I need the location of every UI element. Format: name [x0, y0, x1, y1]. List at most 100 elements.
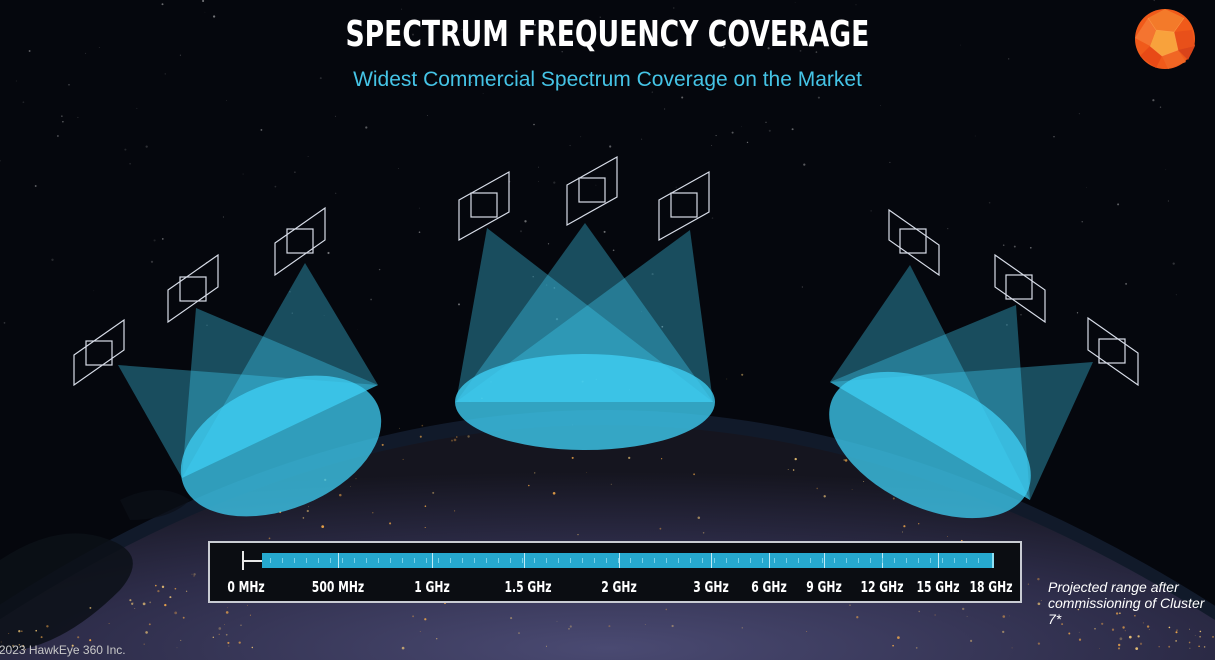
star: [61, 115, 63, 117]
star: [15, 80, 17, 82]
city-light: [225, 633, 228, 636]
city-light: [182, 616, 185, 619]
city-light: [456, 436, 458, 438]
scale-tick: [711, 553, 712, 568]
scale-minor-tick: [498, 558, 499, 563]
scale-minor-tick: [642, 558, 643, 563]
star: [612, 249, 615, 252]
city-light: [518, 632, 520, 635]
star: [603, 230, 606, 233]
star: [226, 99, 227, 101]
star: [731, 131, 734, 134]
star: [378, 268, 381, 271]
city-light: [89, 639, 92, 642]
city-light: [970, 639, 973, 642]
geodesic-sphere-logo-icon: [1135, 9, 1195, 69]
scale-minor-tick: [774, 558, 775, 563]
star: [988, 201, 991, 204]
city-light: [844, 459, 848, 462]
star: [335, 192, 337, 194]
city-light: [1148, 628, 1151, 631]
star: [370, 298, 372, 301]
city-light: [918, 610, 920, 613]
scale-minor-tick: [450, 558, 451, 563]
city-light: [792, 469, 795, 471]
scale-tick-label: 2 GHz: [601, 578, 637, 596]
city-light: [129, 599, 132, 602]
city-light: [568, 628, 570, 630]
scale-minor-tick: [726, 558, 727, 563]
star: [794, 2, 796, 3]
page-title: SPECTRUM FREQUENCY COVERAGE: [345, 14, 870, 55]
star: [599, 16, 601, 18]
city-light: [389, 522, 392, 525]
star: [418, 207, 420, 209]
city-light: [1011, 647, 1013, 649]
city-light: [134, 608, 136, 609]
city-light: [527, 484, 530, 487]
city-light: [22, 649, 24, 651]
scale-minor-tick: [954, 558, 955, 563]
city-light: [435, 637, 438, 640]
city-light: [856, 616, 859, 619]
scale-minor-tick: [438, 558, 439, 563]
scale-tick-label: 500 MHz: [311, 578, 365, 596]
city-light: [644, 624, 646, 625]
star: [651, 91, 653, 93]
city-light: [218, 627, 222, 630]
city-light: [1099, 648, 1100, 649]
city-light: [143, 643, 145, 645]
city-light: [227, 641, 230, 644]
city-light: [180, 639, 182, 641]
star: [664, 108, 666, 110]
scale-minor-tick: [534, 558, 535, 563]
copyright: ©2023 HawkEye 360 Inc.: [0, 643, 126, 657]
city-light: [1134, 615, 1136, 617]
city-light: [402, 458, 404, 460]
star: [294, 171, 296, 174]
star: [164, 73, 167, 75]
city-light: [142, 602, 146, 606]
scale-minor-tick: [546, 558, 547, 563]
city-light: [155, 584, 157, 587]
city-light: [419, 631, 421, 632]
city-light: [1168, 626, 1171, 629]
city-light: [741, 627, 743, 629]
city-light: [218, 633, 220, 635]
star: [545, 284, 548, 286]
star: [801, 286, 803, 288]
scale-minor-tick: [486, 558, 487, 563]
scale-minor-tick: [582, 558, 583, 563]
star: [524, 220, 527, 223]
star: [161, 3, 164, 6]
scale-tick-label: 1.5 GHz: [504, 578, 552, 596]
city-light: [586, 472, 588, 473]
city-light: [823, 495, 826, 498]
star: [768, 129, 771, 132]
city-light: [1078, 638, 1082, 641]
scale-tick: [769, 553, 770, 568]
star: [93, 290, 95, 292]
star: [77, 116, 79, 118]
star: [580, 136, 582, 138]
scale-minor-tick: [342, 558, 343, 563]
star: [870, 210, 872, 212]
scale-minor-tick: [426, 558, 427, 563]
city-light: [268, 537, 271, 540]
star: [815, 51, 818, 53]
scale-tick: [619, 553, 620, 568]
star: [722, 46, 725, 49]
scale-minor-tick: [282, 558, 283, 563]
city-light: [251, 646, 253, 649]
city-light: [412, 615, 415, 618]
city-light: [131, 602, 134, 605]
star: [418, 231, 421, 233]
star: [1165, 169, 1167, 171]
star: [1159, 106, 1162, 108]
city-light: [851, 489, 853, 491]
city-light: [577, 534, 579, 536]
city-light: [22, 645, 25, 648]
star: [538, 180, 539, 182]
city-light: [355, 478, 357, 480]
spectrum-bar: [262, 553, 994, 568]
